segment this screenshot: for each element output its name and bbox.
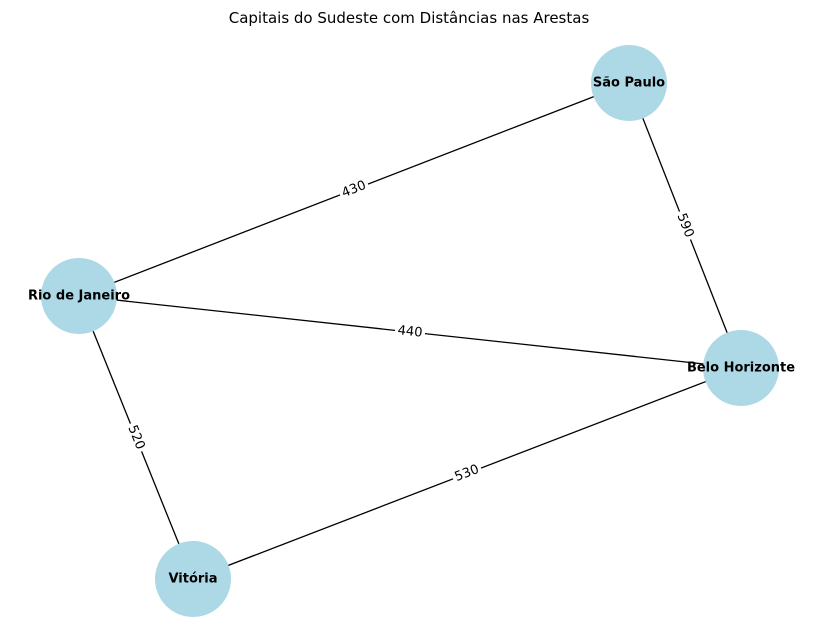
diagram-title: Capitais do Sudeste com Distâncias nas A… [229, 9, 590, 27]
node-vitoria [155, 541, 231, 617]
edge-label-bg [122, 420, 150, 455]
edge-weight-rj-sp: 430 [340, 178, 369, 201]
edge-label-layer: 430 590 440 520 530 [122, 175, 699, 488]
node-label-belo-horizonte: Belo Horizonte [687, 361, 795, 376]
edge-label-sp-bh: 590 [671, 208, 699, 243]
edge-label-bg [336, 175, 372, 204]
node-label-vitoria: Vitória [168, 572, 217, 587]
edge-label-rj-sp: 430 [336, 175, 372, 204]
edge-label-bg [449, 459, 485, 488]
node-sao-paulo [591, 45, 667, 121]
node-label-layer: São Paulo Rio de Janeiro Belo Horizonte … [28, 76, 795, 587]
edge-label-rj-vt: 520 [122, 420, 150, 455]
edge-label-bg [394, 321, 426, 343]
edge-label-rj-bh: 440 [394, 321, 426, 343]
node-belo-horizonte [703, 330, 779, 406]
edge-label-vt-bh: 530 [449, 459, 485, 488]
node-label-rio-de-janeiro: Rio de Janeiro [28, 289, 130, 304]
node-layer [41, 45, 779, 617]
node-label-sao-paulo: São Paulo [593, 76, 665, 91]
edge-label-bg [671, 208, 699, 243]
edge-weight-rj-bh: 440 [397, 323, 423, 341]
edge-weight-vt-bh: 530 [453, 462, 482, 485]
node-rio-de-janeiro [41, 258, 117, 334]
